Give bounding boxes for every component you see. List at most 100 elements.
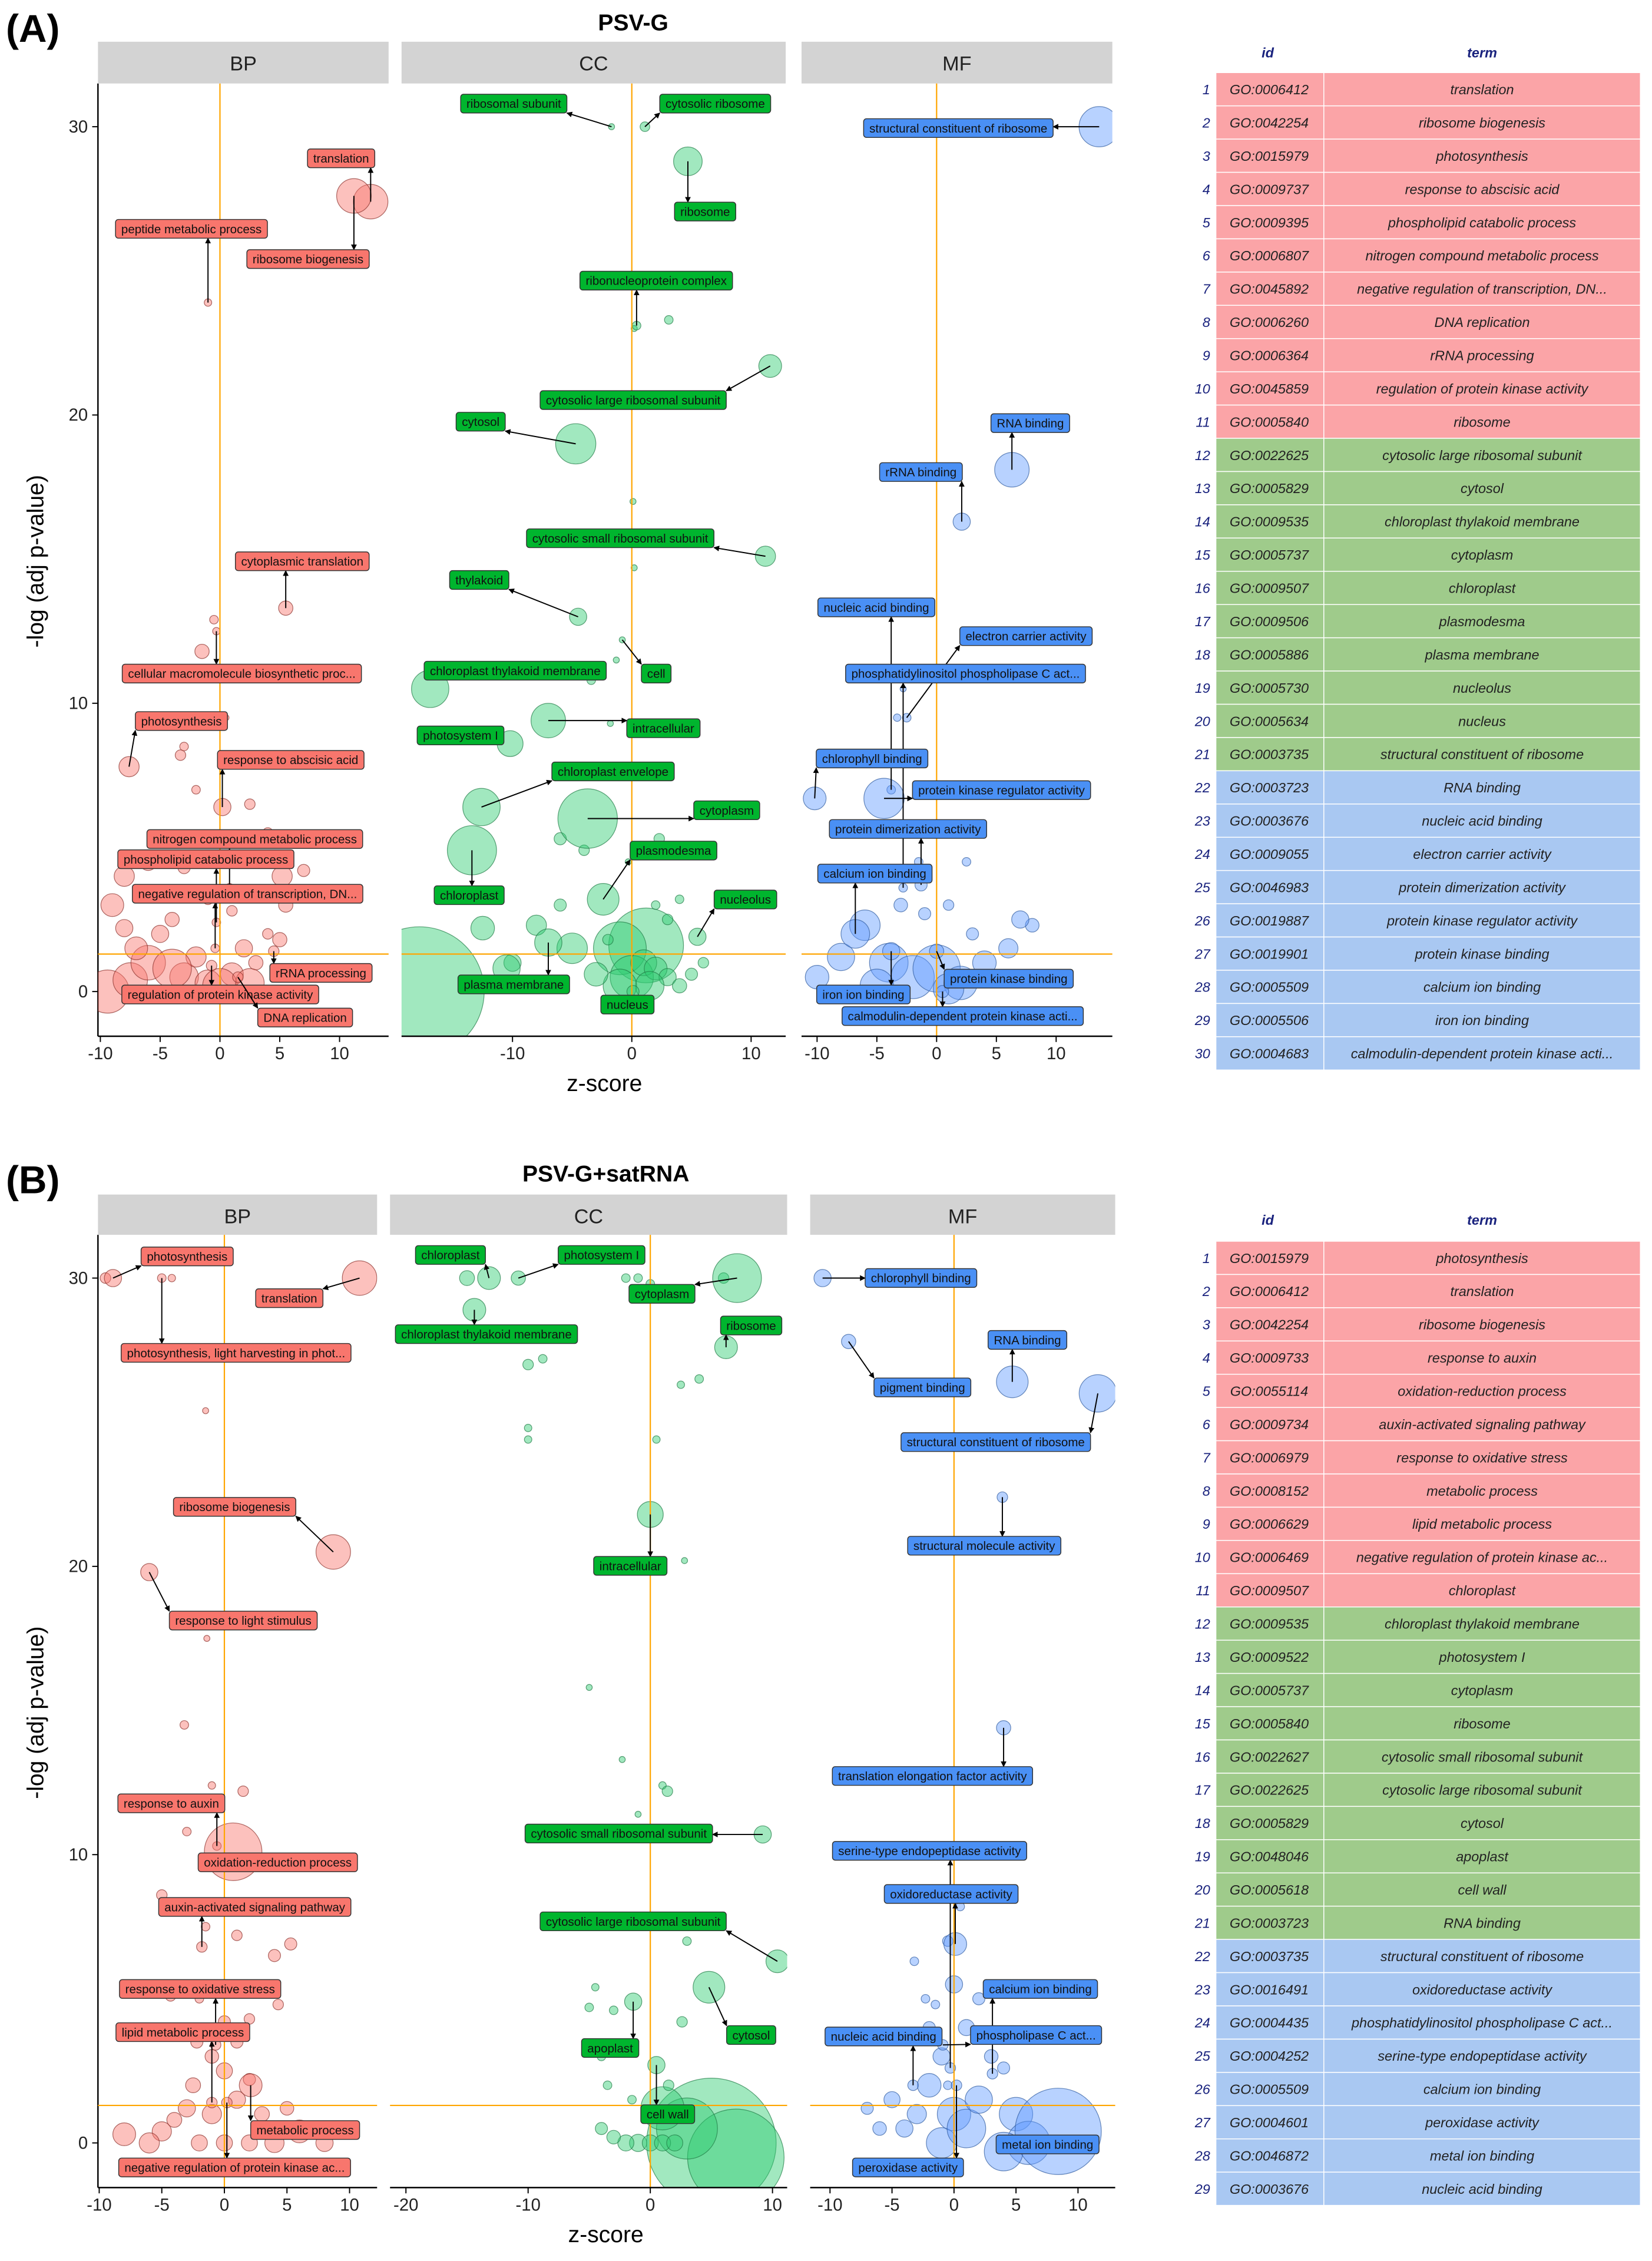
row-number: 6	[1203, 1417, 1211, 1432]
go-term: response to auxin	[1428, 1350, 1537, 1366]
table-cell-bg	[1323, 670, 1641, 705]
term-label-box	[460, 94, 568, 114]
go-term-bubble	[694, 1374, 704, 1384]
y-tick-label: 20	[69, 405, 88, 425]
term-label-text: response to oxidative stress	[125, 1983, 275, 1996]
term-label: chloroplast	[415, 1245, 490, 1278]
term-label-text: photosynthesis	[147, 1250, 227, 1264]
go-id: GO:0042254	[1230, 1317, 1309, 1333]
y-tick-label: 0	[78, 982, 88, 1001]
table-cell-bg	[1323, 770, 1641, 805]
term-label-text: rRNA processing	[276, 967, 366, 980]
go-id: GO:0009522	[1230, 1650, 1309, 1665]
row-number: 27	[1194, 946, 1211, 961]
go-id: GO:0004252	[1230, 2048, 1309, 2064]
table-row: 16 GO:0022627 cytosolic small ribosomal su…	[1195, 1739, 1641, 1774]
label-leader-arrow	[508, 589, 578, 617]
table-row: 29 GO:0003676 nucleic acid binding	[1194, 2171, 1641, 2206]
facet-bp: BP -10 -5 0 5 10 translation peptide metabolic …	[88, 41, 389, 1063]
term-label-box	[593, 1556, 668, 1576]
go-id: GO:0009507	[1230, 581, 1309, 596]
table-row: 21 GO:0003723 RNA binding	[1194, 1905, 1641, 1940]
term-label-text: peroxidase activity	[858, 2161, 958, 2175]
table-row: 24 GO:0004435 phosphatidylinositol phospho…	[1194, 2005, 1641, 2040]
term-label-box	[713, 890, 777, 910]
term-label: cytosol	[455, 412, 576, 445]
chart-title: PSV-G+satRNA	[522, 1162, 689, 1187]
go-term-bubble	[931, 1999, 941, 2009]
go-term: protein kinase binding	[1415, 946, 1550, 961]
term-label-text: nucleolus	[720, 893, 771, 907]
term-label: negative regulation of transcription, DN…	[132, 884, 363, 948]
table-row: 11 GO:0009507 chloroplast	[1196, 1573, 1641, 1608]
go-id: GO:0022627	[1230, 1749, 1309, 1764]
term-label: lipid metabolic process	[115, 2022, 250, 2103]
term-label-text: cytosol	[462, 415, 499, 429]
term-label-text: photosynthesis, light harvesting in phot…	[127, 1347, 346, 1360]
go-id: GO:0008152	[1230, 1483, 1309, 1499]
term-label-box	[726, 2025, 776, 2045]
term-label-box	[943, 968, 1074, 989]
row-number: 10	[1195, 1550, 1210, 1565]
x-tick-label: 10	[1068, 2195, 1088, 2214]
go-id: GO:0009734	[1230, 1417, 1309, 1432]
label-leader-arrow	[726, 1930, 778, 1962]
go-id: GO:0005506	[1230, 1013, 1309, 1028]
term-label-text: response to abscisic acid	[223, 753, 358, 767]
term-label-box	[433, 885, 505, 905]
go-term-bubble	[182, 1827, 192, 1837]
term-label-text: auxin-activated signaling pathway	[164, 1900, 346, 1914]
term-label-box	[879, 462, 963, 482]
table-row: 18 GO:0005829 cytosol	[1195, 1806, 1641, 1840]
go-term-bubble	[226, 905, 238, 917]
term-label-box	[168, 1611, 318, 1631]
go-term: ribosome biogenesis	[1419, 115, 1545, 130]
table-cell-bg	[1215, 1036, 1325, 1071]
table-row: 14 GO:0009535 chloroplast thylakoid membra…	[1195, 504, 1641, 539]
go-term-bubble	[681, 1557, 688, 1564]
term-label-box	[901, 1432, 1091, 1452]
go-term-bubble	[918, 907, 931, 920]
term-label-box	[987, 1330, 1068, 1350]
go-term-bubble	[231, 1929, 243, 1941]
term-label: structural constituent of ribosome	[901, 1393, 1099, 1452]
term-label-box	[873, 1377, 972, 1397]
table-cell-bg	[1323, 2105, 1641, 2140]
go-id: GO:0055114	[1230, 1383, 1308, 1399]
table-row: 22 GO:0003723 RNA binding	[1194, 770, 1641, 805]
go-id: GO:0015979	[1230, 148, 1309, 164]
go-term-bubble	[201, 2104, 222, 2124]
table-cell-bg	[1323, 936, 1641, 971]
table-cell-bg	[1323, 1905, 1641, 1940]
label-leader-arrow	[518, 1263, 559, 1279]
term-label-text: oxidation-reduction process	[204, 1856, 352, 1870]
go-id: GO:0005618	[1230, 1882, 1309, 1898]
facet-strip	[801, 41, 1113, 84]
table-row: 21 GO:0003735 structural constituent of ri…	[1194, 737, 1641, 772]
x-axis-label: z-score	[567, 1071, 642, 1096]
go-term-bubble	[115, 919, 134, 937]
table-cell-bg	[1215, 1739, 1325, 1774]
x-tick-label: 10	[741, 1044, 761, 1063]
go-term: photosynthesis	[1435, 148, 1528, 164]
go-term-bubble	[676, 2016, 688, 2028]
term-label-box	[883, 1884, 1019, 1904]
go-id: GO:0003676	[1230, 2181, 1309, 2197]
go-id: GO:0004435	[1230, 2015, 1309, 2031]
go-id: GO:0005509	[1230, 2082, 1309, 2097]
term-label: thylakoid	[449, 570, 578, 617]
go-term-bubble	[966, 927, 979, 941]
term-label-text: chloroplast envelope	[558, 765, 668, 779]
table-cell-bg	[1323, 1440, 1641, 1475]
term-label-box	[628, 1284, 696, 1304]
table-cell-bg	[1323, 870, 1641, 904]
term-label: calmodulin-dependent protein kinase acti…	[842, 991, 1084, 1026]
term-label-text: structural molecule activity	[913, 1539, 1055, 1553]
go-term-bubble	[593, 921, 647, 976]
term-label: nucleic acid binding	[817, 597, 936, 790]
go-term: negative regulation of transcription, DN…	[1357, 282, 1607, 297]
term-label-text: cytoplasmic translation	[241, 555, 363, 568]
table-cell-bg	[1215, 903, 1325, 938]
go-term-bubble	[606, 2130, 621, 2144]
go-term-bubble	[124, 936, 148, 960]
